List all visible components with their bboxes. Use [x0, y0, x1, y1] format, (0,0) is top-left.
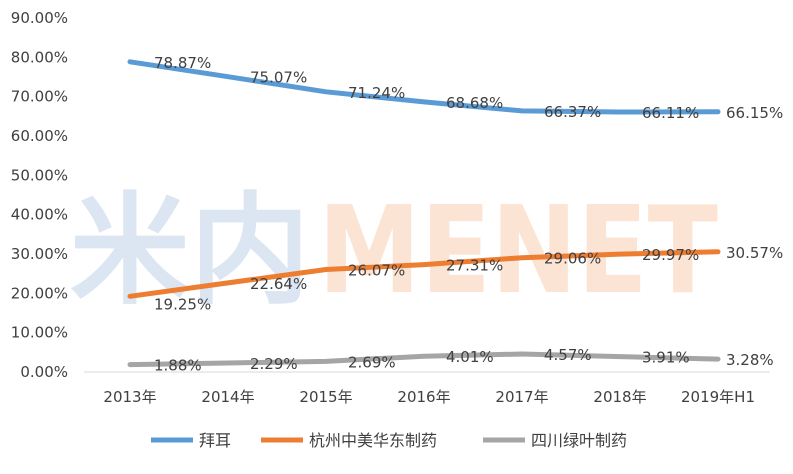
data-label: 22.64% — [250, 275, 307, 293]
legend-label: 杭州中美华东制药 — [309, 431, 437, 450]
data-label: 4.01% — [446, 348, 494, 366]
y-tick-label: 70.00% — [11, 88, 68, 106]
data-label: 4.57% — [544, 346, 592, 364]
data-label: 27.31% — [446, 257, 503, 275]
x-axis: 2013年 2014年 2015年 2016年 2017年 2018年 2019年H1 — [84, 371, 770, 406]
y-tick-label: 0.00% — [20, 363, 68, 381]
y-tick-label: 80.00% — [11, 48, 68, 66]
series-line — [127, 249, 721, 299]
data-label: 71.24% — [348, 84, 405, 102]
series-lines — [127, 59, 721, 368]
y-tick-label: 90.00% — [11, 9, 68, 27]
data-label: 3.28% — [726, 351, 774, 369]
data-label: 2.29% — [250, 355, 298, 373]
data-label: 78.87% — [154, 54, 211, 72]
y-tick-label: 20.00% — [11, 284, 68, 302]
x-tick-label: 2016年 — [397, 388, 450, 406]
data-label: 66.15% — [726, 104, 783, 122]
legend: 拜耳 杭州中美华东制药 四川绿叶制药 — [151, 431, 627, 450]
x-tick-label: 2019年H1 — [681, 388, 755, 406]
data-label: 68.68% — [446, 94, 503, 112]
y-tick-label: 30.00% — [11, 245, 68, 263]
x-tick-label: 2014年 — [201, 388, 254, 406]
x-tick-label: 2017年 — [495, 388, 548, 406]
watermark-chinese: 米内 — [70, 182, 310, 321]
data-label: 3.91% — [642, 349, 690, 367]
series-line — [127, 59, 721, 115]
data-label: 19.25% — [154, 295, 211, 313]
y-tick-label: 50.00% — [11, 166, 68, 184]
data-label: 75.07% — [250, 69, 307, 87]
data-label: 26.07% — [348, 261, 405, 279]
y-axis: 0.00% 10.00% 20.00% 30.00% 40.00% 50.00% 60.00… — [11, 9, 68, 381]
legend-label: 四川绿叶制药 — [531, 431, 627, 450]
series-line — [127, 351, 721, 368]
y-tick-label: 60.00% — [11, 127, 68, 145]
legend-label: 拜耳 — [199, 431, 231, 450]
y-tick-label: 40.00% — [11, 206, 68, 224]
data-label: 2.69% — [348, 353, 396, 371]
x-tick-label: 2013年 — [103, 388, 156, 406]
x-tick-label: 2018年 — [593, 388, 646, 406]
data-label: 29.97% — [642, 246, 699, 264]
data-label: 29.06% — [544, 250, 601, 268]
data-labels: 78.87% 75.07% 71.24% 68.68% 66.37% 66.11% 66.1… — [154, 54, 783, 375]
data-label: 30.57% — [726, 244, 783, 262]
data-label: 66.11% — [642, 104, 699, 122]
data-label: 1.88% — [154, 357, 202, 375]
y-tick-label: 10.00% — [11, 324, 68, 342]
x-tick-label: 2015年 — [299, 388, 352, 406]
data-label: 66.37% — [544, 103, 601, 121]
